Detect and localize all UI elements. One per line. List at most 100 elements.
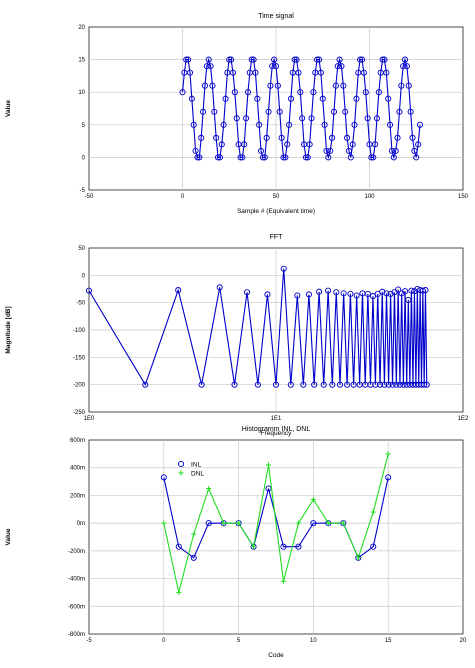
chart1-y-tick-label: 20 (78, 25, 85, 31)
chart1-data-point (248, 56, 255, 63)
chart1-data-point (209, 82, 216, 89)
chart2-data-point (305, 291, 312, 298)
chart1-data-point (278, 134, 285, 141)
chart1-data-point (344, 134, 351, 141)
chart1-data-point (373, 115, 381, 122)
chart1-data-point (257, 147, 265, 154)
chart1-data-point (196, 154, 203, 161)
chart2-data-point (243, 289, 251, 296)
chart1-data-point (203, 63, 210, 70)
chart3-data-point (160, 474, 167, 481)
chart1-data-point (411, 147, 418, 154)
chart2-x-tick-label: 1E0 (84, 416, 95, 422)
chart2-y-tick-label: -200 (73, 383, 86, 389)
chart1-data-point (207, 63, 214, 70)
chart1-data-point (198, 134, 205, 141)
chart3-data-point (236, 520, 242, 526)
chart1-data-point (297, 89, 304, 96)
chart2-data-point (421, 381, 428, 388)
chart3-data-point (190, 554, 197, 561)
chart1-data-point (287, 95, 295, 102)
chart3-x-tick-label: 10 (310, 638, 317, 644)
chart2-title: FFT (270, 234, 284, 241)
chart3-title: Histogramm INL, DNL (242, 426, 311, 433)
legend-marker-inl (177, 460, 185, 468)
chart3-y-tick-label: 600m (70, 438, 85, 444)
chart2-data-point (414, 285, 421, 293)
chart3-x-tick-label: 20 (460, 638, 467, 644)
chart1-data-point (272, 63, 280, 70)
chart1-title: Time signal (258, 13, 294, 20)
chart3-x-axis-label: Code (268, 652, 284, 659)
chart3-data-point (280, 578, 287, 584)
chart1-data-point (329, 134, 336, 141)
chart2-data-point (381, 381, 388, 388)
chart1-x-axis-label: Sample # (Equivalent time) (237, 208, 315, 215)
chart1-data-point (220, 121, 227, 128)
chart3-x-tick-label: 5 (237, 638, 241, 644)
chart1-data-point (261, 154, 268, 161)
chart2-series-line (88, 268, 428, 386)
chart1-y-axis-label: Value (5, 100, 12, 117)
chart1-data-point (304, 154, 311, 161)
chart1-data-point (259, 154, 266, 161)
chart2-y-tick-label: -150 (73, 355, 86, 361)
chart1-data-point (237, 154, 244, 161)
chart1-data-point (265, 108, 272, 115)
chart1-data-point (388, 147, 395, 154)
chart1-data-point (213, 134, 220, 141)
chart1-data-point (241, 141, 248, 148)
chart3-series-line (163, 453, 389, 593)
chart1-data-point (267, 82, 274, 89)
chart1-data-point (291, 56, 298, 63)
chart2-data-point (198, 381, 205, 388)
chart1-data-point (205, 56, 212, 63)
chart3-y-tick-label: 400m (70, 466, 85, 472)
chart2-data-point (254, 381, 261, 388)
chart1-data-point (338, 63, 345, 70)
chart1-data-point (271, 56, 278, 63)
chart1-data-point (383, 69, 390, 76)
chart1-data-point (194, 154, 201, 161)
chart2-data-point (389, 381, 396, 388)
chart3-data-point (310, 496, 316, 503)
chart1-data-point (349, 141, 356, 148)
chart2-x-axis-label: Frequency (261, 430, 292, 437)
chart2-data-point (405, 296, 412, 303)
chart1-data-point (416, 121, 424, 128)
chart3-data-point (295, 520, 302, 526)
chart1-data-point (222, 95, 229, 102)
legend-label-dnl: DNL (191, 470, 204, 477)
chart1-data-point (293, 56, 300, 63)
chart1-data-point (211, 108, 218, 115)
chart1-data-point (409, 134, 416, 141)
chart1-data-point (345, 147, 352, 154)
chart1-y-tick-label: 10 (78, 90, 85, 96)
chart3-y-tick-label: 200m (70, 493, 85, 499)
chart1-data-point (375, 89, 382, 96)
chart2-data-point (287, 381, 294, 388)
chart1-data-point (368, 154, 375, 161)
chart3-y-tick-label: -600m (68, 604, 85, 610)
chart3-y-tick-label: -200m (68, 549, 85, 555)
chart1-data-point (379, 56, 386, 63)
chart2-data-point (311, 381, 318, 388)
chart3-data-point (385, 451, 391, 457)
chart1-data-point (327, 147, 334, 154)
chart2-data-point (353, 292, 360, 299)
chart1-data-point (282, 154, 289, 161)
chart2-data-point (409, 381, 417, 388)
chart1-data-point (405, 82, 412, 89)
chart1-x-tick-label: 150 (458, 194, 469, 200)
chart3-data-point (250, 544, 257, 550)
chart2-x-tick-label: 1E1 (271, 416, 282, 422)
chart1-data-point (274, 82, 281, 89)
chart1-y-tick-label: 15 (78, 58, 85, 64)
chart1-data-point (252, 69, 259, 76)
chart2-data-point (387, 290, 394, 297)
chart2-data-point (142, 381, 149, 388)
chart1-data-point (276, 108, 283, 115)
chart1-y-tick-label: 0 (82, 155, 86, 161)
chart2-y-tick-label: 0 (82, 273, 86, 279)
chart2-y-tick-label: -250 (73, 410, 86, 416)
